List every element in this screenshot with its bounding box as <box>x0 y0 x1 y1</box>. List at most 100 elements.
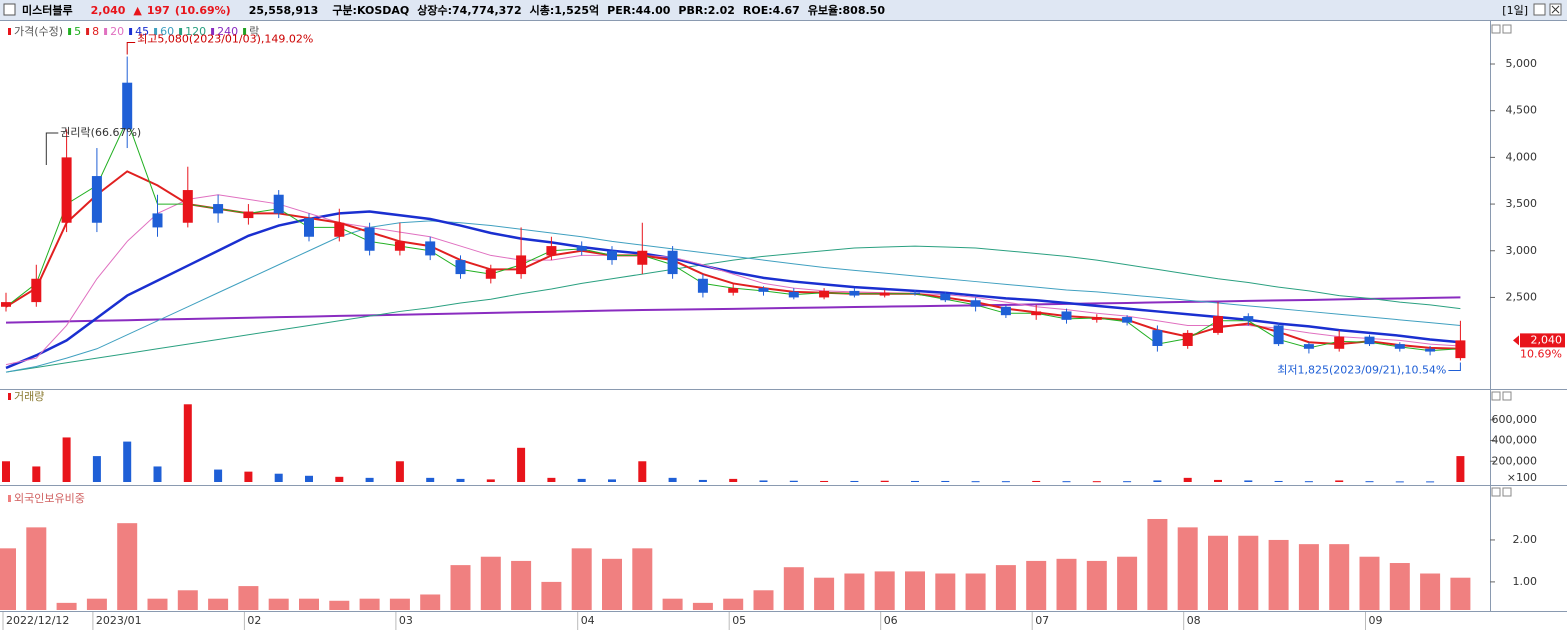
bar <box>480 556 501 610</box>
bar <box>1359 556 1380 610</box>
bar <box>299 598 319 610</box>
candle-body <box>425 241 436 256</box>
bar <box>0 548 16 610</box>
candle-body <box>1061 311 1072 320</box>
bar <box>1244 480 1253 482</box>
candle-body <box>1122 317 1133 323</box>
bar <box>214 469 223 482</box>
header-text: 2,040 <box>91 4 126 17</box>
bar <box>62 437 71 482</box>
candle-body <box>667 250 678 275</box>
bar <box>1183 477 1192 482</box>
legend-swatch <box>129 28 133 35</box>
bar <box>850 480 859 482</box>
candle-body <box>31 278 42 303</box>
panel-button[interactable] <box>1491 487 1501 497</box>
bar <box>1086 560 1107 610</box>
bar <box>1123 481 1132 483</box>
y-tick-label: 600,000 <box>1492 413 1538 426</box>
candle-body <box>546 246 557 256</box>
checkbox[interactable] <box>3 3 16 16</box>
bar <box>1365 481 1374 483</box>
candle-body <box>607 250 617 261</box>
candle-body <box>576 246 587 251</box>
header-text: PER:44.00 <box>607 4 671 17</box>
bar <box>668 477 677 482</box>
candle-body <box>1091 317 1102 320</box>
window-button[interactable] <box>1533 3 1546 16</box>
bar <box>486 479 495 482</box>
bar <box>117 523 138 610</box>
bar <box>389 598 410 610</box>
header-text: 상장수:74,774,372 <box>417 3 521 17</box>
x-tick-label: 04 <box>581 614 595 627</box>
candle-body <box>728 288 739 293</box>
panel-button[interactable] <box>1502 487 1512 497</box>
y-tick-label: 4,000 <box>1506 150 1538 163</box>
bar <box>905 571 925 610</box>
bar <box>123 441 132 482</box>
candle-body <box>849 290 860 296</box>
header-text: ▲ <box>133 4 142 17</box>
legend-label: 45 <box>135 25 149 38</box>
panel-button[interactable] <box>1502 391 1512 401</box>
candle-body <box>879 292 890 296</box>
candle-body <box>273 194 284 214</box>
legend-swatch <box>8 393 11 400</box>
bar <box>426 477 435 482</box>
panel-buttons <box>1491 3 1562 497</box>
candle-body <box>1152 330 1163 346</box>
candle-body <box>1 302 11 307</box>
legend-label: 락 <box>249 25 259 38</box>
panel-button[interactable] <box>1491 391 1501 401</box>
candle-body <box>910 292 920 294</box>
header-text: 유보율:808.50 <box>808 4 886 17</box>
candle-body <box>970 300 981 307</box>
legend-label: 120 <box>185 25 206 38</box>
bar <box>638 461 647 482</box>
price-tag-arrow <box>1513 335 1519 346</box>
x-tick-label: 06 <box>884 614 898 627</box>
bar <box>783 567 804 610</box>
header-text: 미스터블루 <box>22 3 73 17</box>
bar <box>365 477 374 482</box>
y-tick-label: 200,000 <box>1492 454 1538 467</box>
y-tick-label: 3,500 <box>1506 197 1538 210</box>
panel-button[interactable] <box>1502 24 1512 34</box>
x-tick-label: 03 <box>399 614 413 627</box>
y-tick-label: 3,000 <box>1506 244 1538 257</box>
bar <box>86 598 107 610</box>
bar <box>1335 480 1344 482</box>
change-tag: 10.69% <box>1520 347 1562 360</box>
panel-button[interactable] <box>1491 24 1501 34</box>
bar <box>1395 481 1404 483</box>
bar <box>759 480 768 482</box>
ma-line <box>5 220 1461 373</box>
legend-swatch <box>211 28 215 35</box>
bar <box>602 558 622 610</box>
bar <box>1298 544 1319 610</box>
bar <box>1389 563 1410 610</box>
bar <box>153 466 162 482</box>
candle-body <box>758 288 769 292</box>
bar <box>844 573 865 610</box>
bar <box>1426 481 1435 483</box>
bar <box>965 573 986 610</box>
candle-body <box>1243 316 1254 321</box>
legend-swatch <box>86 28 90 35</box>
ma-line <box>5 245 1461 373</box>
x-tick-label: 2022/12/12 <box>6 614 69 627</box>
bar <box>1062 481 1071 483</box>
bar <box>92 456 101 482</box>
header-text: 197 <box>147 4 170 17</box>
bar <box>547 477 556 482</box>
bar <box>941 480 950 482</box>
header-text: 구분:KOSDAQ <box>332 4 409 17</box>
bar <box>1147 518 1168 610</box>
bar <box>1238 535 1259 610</box>
bar <box>359 598 380 610</box>
bar <box>971 481 980 483</box>
legend-swatch <box>8 28 11 35</box>
bar <box>1092 481 1101 483</box>
